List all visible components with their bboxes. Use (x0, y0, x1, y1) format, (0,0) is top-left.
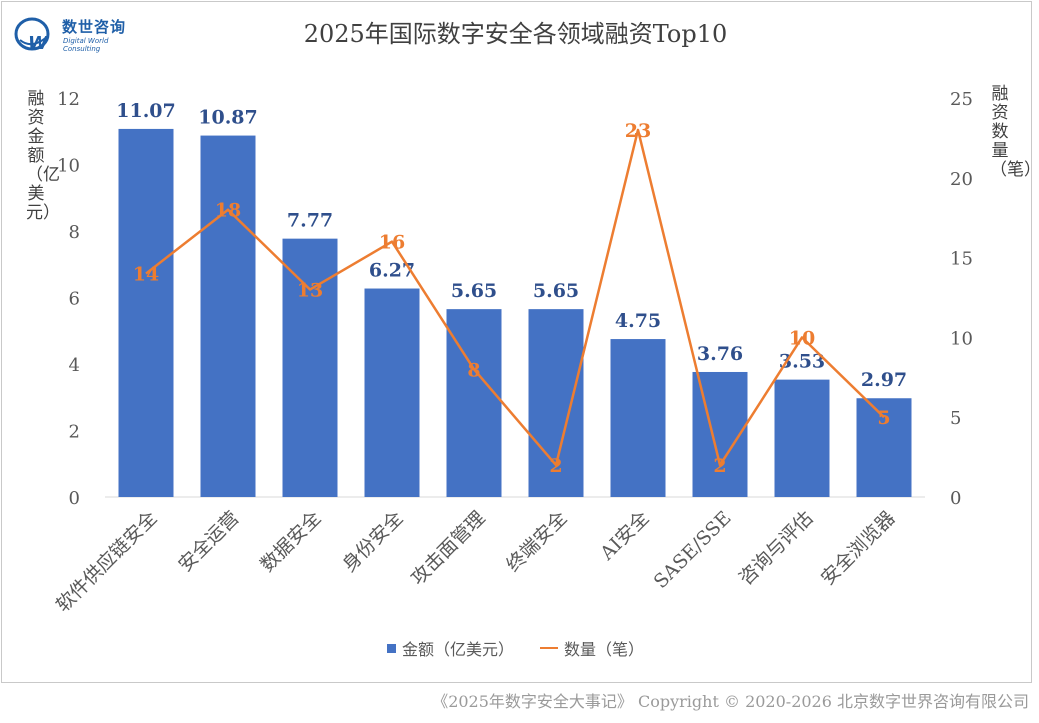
count-series-line (145, 128, 885, 467)
bar-value-label: 4.75 (615, 310, 661, 332)
line-value-label: 16 (379, 232, 405, 254)
bar-value-label: 10.87 (198, 107, 258, 129)
category-label: 安全浏览器 (817, 507, 900, 590)
bar-value-label: 11.07 (116, 100, 176, 122)
legend-item-amount: 金额（亿美元） (386, 636, 514, 660)
legend-label-amount: 金额（亿美元） (401, 640, 514, 659)
category-label: 软件供应链安全 (52, 507, 162, 617)
bar (200, 135, 256, 497)
line-value-label: 23 (625, 120, 651, 142)
left-tick-label: 10 (57, 156, 80, 177)
line-value-label: 2 (713, 455, 726, 477)
left-tick-label: 4 (69, 355, 80, 376)
legend-label-count: 数量（笔） (564, 640, 645, 659)
dw-logo-icon: W (14, 17, 50, 54)
copyright-footer: 《2025年数字安全大事记》 Copyright © 2020-2026 北京数… (432, 692, 1029, 711)
bar (364, 288, 420, 497)
line-value-label: 8 (467, 359, 480, 381)
logo-cn-text: 数世咨询 (62, 18, 127, 36)
right-tick-label: 25 (950, 89, 973, 110)
category-label: 攻击面管理 (407, 507, 490, 590)
bar (856, 398, 912, 497)
left-tick-label: 12 (57, 89, 80, 110)
right-tick-label: 10 (950, 328, 973, 349)
legend-line-swatch (540, 647, 558, 649)
right-tick-label: 0 (950, 488, 961, 509)
line-value-label: 5 (877, 407, 890, 429)
category-label: 终端安全 (502, 507, 571, 576)
bar (118, 128, 174, 498)
line-value-label: 13 (297, 280, 323, 302)
legend-item-count: 数量（笔） (540, 636, 644, 660)
line-value-label: 18 (215, 200, 241, 222)
line-value-label: 14 (133, 264, 159, 286)
left-tick-label: 8 (69, 222, 80, 243)
category-label: 数据安全 (256, 507, 325, 576)
bar-value-label: 5.65 (533, 280, 579, 302)
logo-en-text: Digital World Consulting (63, 37, 109, 53)
left-tick-label: 6 (69, 289, 80, 310)
left-tick-label: 0 (69, 488, 80, 509)
bar-value-label: 7.77 (287, 210, 333, 232)
legend: 金额（亿美元） 数量（笔） (0, 636, 1031, 660)
bar-value-label: 5.65 (451, 280, 497, 302)
category-label: 身份安全 (338, 507, 407, 576)
bar (282, 238, 338, 497)
line-value-label: 2 (549, 455, 562, 477)
category-label: 安全运营 (174, 507, 243, 576)
bar-value-label: 6.27 (369, 260, 415, 282)
bar (774, 379, 830, 497)
category-label: AI安全 (595, 507, 653, 565)
svg-text:W: W (28, 33, 49, 54)
chart-title: 2025年国际数字安全各领域融资Top10 (303, 20, 728, 48)
bar-value-label: 2.97 (861, 369, 907, 391)
legend-bar-swatch (386, 643, 396, 653)
bar (610, 339, 666, 497)
right-tick-label: 5 (950, 408, 961, 429)
right-tick-label: 15 (950, 249, 973, 270)
right-tick-label: 20 (950, 169, 973, 190)
bar-value-label: 3.76 (697, 343, 743, 365)
line-value-label: 10 (789, 327, 815, 349)
left-tick-label: 2 (69, 422, 80, 443)
category-label: SASE/SSE (650, 507, 736, 593)
category-label: 咨询与评估 (735, 507, 818, 590)
company-logo: W 数世咨询 Digital World Consulting (14, 10, 144, 56)
